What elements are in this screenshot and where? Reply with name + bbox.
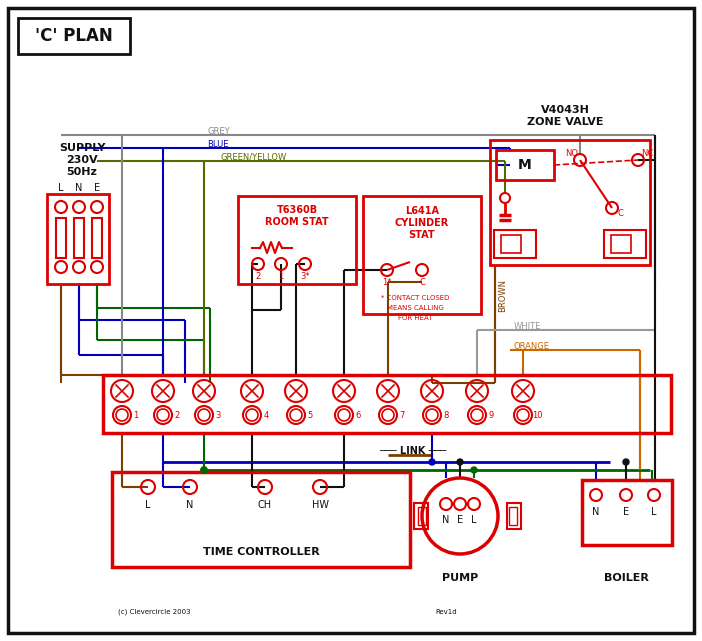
Circle shape: [201, 467, 207, 473]
Bar: [103, 375, 671, 433]
Text: ROOM STAT: ROOM STAT: [265, 217, 329, 227]
Circle shape: [623, 459, 629, 465]
Text: 9: 9: [489, 410, 494, 419]
Text: L641A: L641A: [405, 206, 439, 216]
Text: N: N: [75, 183, 83, 193]
Text: PUMP: PUMP: [442, 573, 478, 583]
Text: 50Hz: 50Hz: [67, 167, 98, 177]
Bar: [56, 218, 66, 258]
Bar: [112, 472, 410, 567]
Bar: [92, 218, 102, 258]
Bar: [238, 196, 356, 284]
Text: 6: 6: [355, 410, 361, 419]
Text: * CONTACT CLOSED: * CONTACT CLOSED: [380, 295, 449, 301]
Bar: [363, 196, 481, 314]
Text: ORANGE: ORANGE: [514, 342, 550, 351]
Bar: [494, 230, 536, 258]
Bar: [496, 150, 554, 180]
Text: E: E: [623, 507, 629, 517]
Text: NO: NO: [566, 149, 578, 158]
Text: C: C: [617, 208, 623, 217]
Text: E: E: [94, 183, 100, 193]
Text: T6360B: T6360B: [277, 205, 317, 215]
Text: L: L: [58, 183, 64, 193]
Text: N: N: [442, 515, 450, 525]
Text: 1: 1: [279, 272, 284, 281]
Text: C: C: [419, 278, 425, 287]
Bar: [490, 140, 650, 265]
Bar: [74, 218, 84, 258]
Bar: [47, 194, 109, 284]
Bar: [611, 235, 631, 253]
Text: BROWN: BROWN: [498, 278, 507, 312]
Text: GREEN/YELLOW: GREEN/YELLOW: [220, 153, 286, 162]
Text: 5: 5: [307, 410, 312, 419]
Text: CYLINDER: CYLINDER: [395, 218, 449, 228]
Text: 3: 3: [216, 410, 220, 419]
Text: TIME CONTROLLER: TIME CONTROLLER: [203, 547, 319, 557]
Text: FOR HEAT: FOR HEAT: [398, 315, 432, 321]
Bar: [414, 503, 428, 529]
Text: Rev1d: Rev1d: [435, 609, 456, 615]
Bar: [501, 235, 521, 253]
Circle shape: [471, 467, 477, 473]
Text: GREY: GREY: [207, 126, 230, 135]
Text: BOILER: BOILER: [604, 573, 649, 583]
Text: N: N: [186, 500, 194, 510]
Circle shape: [201, 467, 207, 473]
Text: BLUE: BLUE: [207, 140, 228, 149]
Text: SUPPLY: SUPPLY: [59, 143, 105, 153]
Text: L: L: [471, 515, 477, 525]
Text: 230V: 230V: [66, 155, 98, 165]
Text: 2: 2: [174, 410, 180, 419]
Bar: [418, 507, 426, 525]
Circle shape: [457, 459, 463, 465]
Text: 3*: 3*: [300, 272, 310, 281]
Text: 'C' PLAN: 'C' PLAN: [35, 27, 113, 45]
Text: 4: 4: [263, 410, 269, 419]
Bar: [509, 507, 517, 525]
Text: ZONE VALVE: ZONE VALVE: [526, 117, 603, 127]
Text: 1*: 1*: [383, 278, 392, 287]
Text: HW: HW: [312, 500, 329, 510]
Bar: [604, 230, 646, 258]
Text: M: M: [518, 158, 532, 172]
Text: V4043H: V4043H: [541, 105, 590, 115]
Text: (c) Clevercircle 2003: (c) Clevercircle 2003: [118, 609, 191, 615]
Text: 7: 7: [399, 410, 404, 419]
Bar: [507, 503, 521, 529]
Text: 8: 8: [443, 410, 449, 419]
Text: N: N: [592, 507, 600, 517]
Text: ─── LINK ───: ─── LINK ───: [379, 446, 446, 456]
Text: L: L: [651, 507, 657, 517]
Text: STAT: STAT: [409, 230, 435, 240]
Text: 2: 2: [256, 272, 260, 281]
Text: CH: CH: [258, 500, 272, 510]
Text: E: E: [457, 515, 463, 525]
Bar: [582, 480, 672, 545]
Text: MEANS CALLING: MEANS CALLING: [387, 305, 444, 311]
Text: L: L: [145, 500, 151, 510]
Text: WHITE: WHITE: [514, 322, 541, 331]
Text: 1: 1: [133, 410, 138, 419]
Bar: [18, 18, 130, 54]
Text: NC: NC: [641, 149, 653, 158]
Text: 10: 10: [531, 410, 542, 419]
Circle shape: [429, 459, 435, 465]
